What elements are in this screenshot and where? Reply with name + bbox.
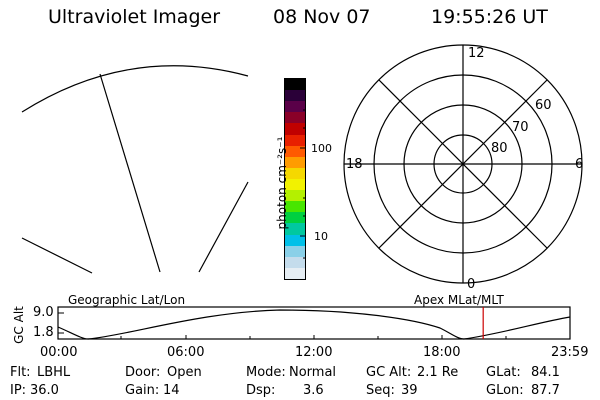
map-right-line: [198, 181, 249, 273]
colorbar-cell: [285, 79, 305, 92]
lat-label-60: 60: [535, 98, 552, 113]
mlt-label-12: 12: [468, 46, 485, 61]
mlt-label-18: 18: [346, 157, 363, 172]
map-latitude-arc: [21, 65, 249, 113]
map-meridian-line: [99, 73, 161, 273]
colorbar-cell: [285, 190, 305, 203]
x-tick-0600: 06:00: [167, 345, 205, 360]
x-tick-1200: 12:00: [295, 345, 333, 360]
door-value: Open: [167, 365, 202, 380]
apex-mlat-mlt-label: Apex MLat/MLT: [414, 293, 504, 307]
gc-alt-label: GC Alt:: [366, 365, 412, 380]
ip-value: 36.0: [30, 383, 59, 398]
colorbar-cell: [285, 101, 305, 114]
colorbar-cell: [285, 234, 305, 247]
geographic-latlon-label: Geographic Lat/Lon: [68, 293, 186, 307]
colorbar-cell: [285, 123, 305, 136]
polar-diagonal-2: [378, 79, 548, 249]
colorbar-cell: [285, 112, 305, 125]
colorbar: [284, 78, 306, 280]
x-tick-2359: 23:59: [551, 345, 589, 360]
mode-label: Mode:: [246, 365, 286, 380]
x-tick-1800: 18:00: [423, 345, 461, 360]
mode-value: Normal: [289, 365, 337, 380]
colorbar-cell: [285, 267, 305, 279]
colorbar-cell: [285, 145, 305, 158]
colorbar-cell: [285, 245, 305, 258]
flt-value: LBHL: [37, 365, 71, 380]
colorbar-cell: [285, 223, 305, 236]
colorbar-cell: [285, 256, 305, 269]
door-label: Door:: [125, 365, 161, 380]
glat-label: GLat:: [486, 365, 521, 380]
orbit-x-ticks: [57, 335, 507, 339]
seq-label: Seq:: [366, 383, 395, 398]
mlt-label-0: 0: [467, 277, 476, 292]
mlt-label-6: 6: [575, 157, 584, 172]
colorbar-cell: [285, 90, 305, 103]
gc-alt-value: 2.1 Re: [417, 365, 459, 380]
time-label: 19:55:26 UT: [431, 6, 548, 28]
gain-value: 14: [163, 383, 180, 398]
glon-label: GLon:: [486, 383, 524, 398]
lat-label-70: 70: [512, 120, 529, 135]
colorbar-cell: [285, 201, 305, 214]
y-tick-9: 9.0: [33, 305, 54, 320]
colorbar-tick-100: 100: [311, 142, 332, 155]
instrument-title: Ultraviolet Imager: [48, 6, 221, 28]
colorbar-tick-10: 10: [314, 230, 328, 243]
colorbar-cell: [285, 179, 305, 192]
dsp-label: Dsp:: [246, 383, 276, 398]
flt-label: Flt:: [10, 365, 31, 380]
glat-value: 84.1: [531, 365, 560, 380]
lat-label-80: 80: [491, 141, 508, 156]
colorbar-cell: [285, 156, 305, 169]
map-lower-line: [21, 237, 93, 274]
ip-label: IP:: [10, 383, 27, 398]
y-tick-1-8: 1.8: [33, 325, 54, 340]
altitude-curve: [57, 309, 571, 340]
gain-label: Gain:: [125, 383, 160, 398]
glon-value: 87.7: [531, 383, 560, 398]
colorbar-cell: [285, 212, 305, 225]
x-tick-0000: 00:00: [40, 345, 78, 360]
dsp-value: 3.6: [303, 383, 324, 398]
date-label: 08 Nov 07: [273, 6, 371, 28]
seq-value: 39: [401, 383, 418, 398]
colorbar-cell: [285, 134, 305, 147]
colorbar-cell: [285, 167, 305, 180]
